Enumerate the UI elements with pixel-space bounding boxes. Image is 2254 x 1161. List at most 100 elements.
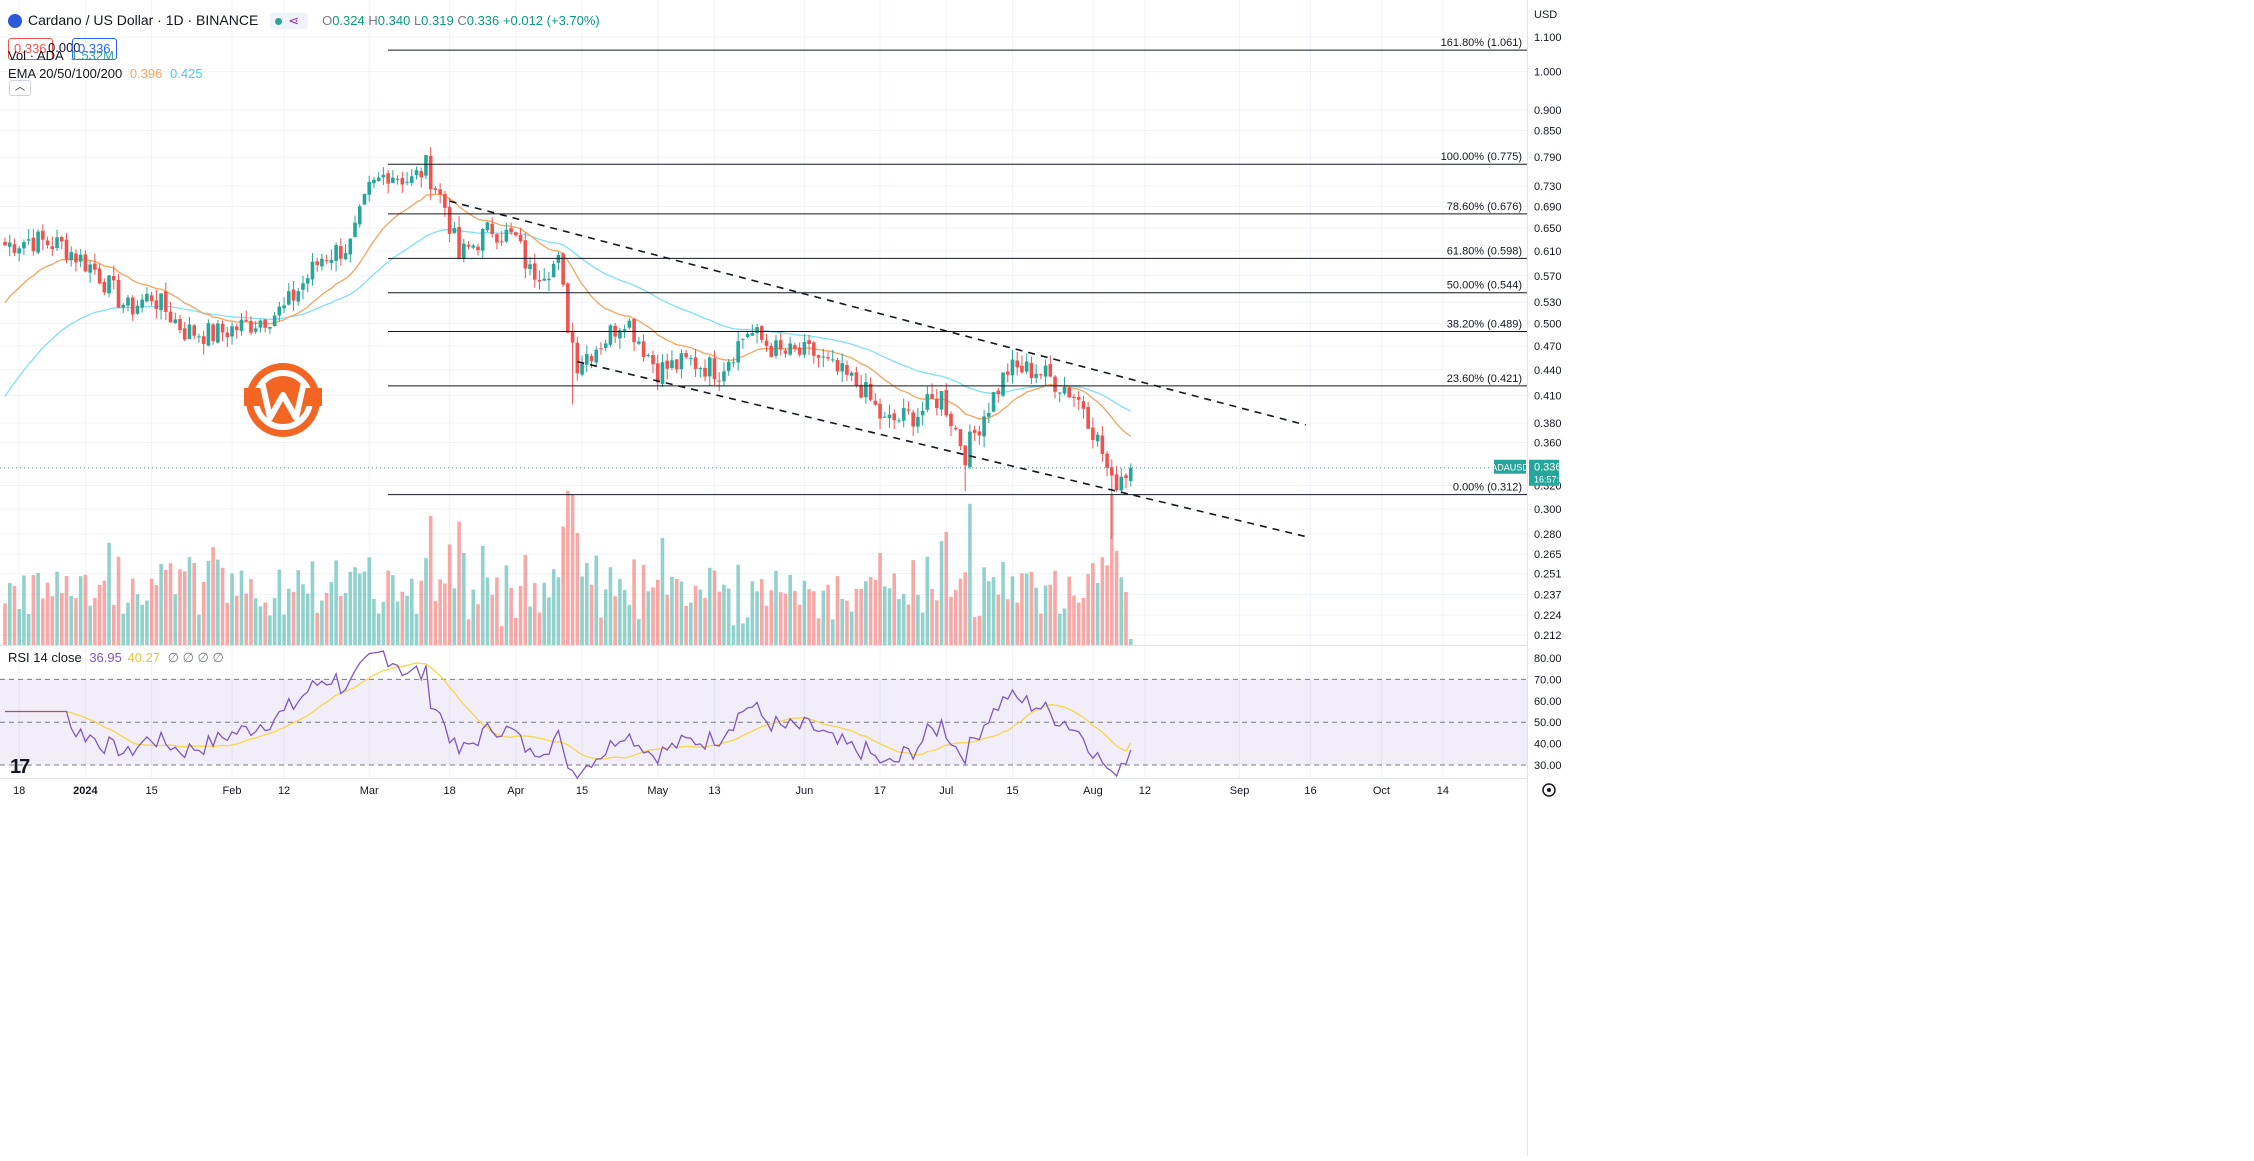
fib-level-label: 61.80% (0.598) [1447, 245, 1522, 257]
volume-bar [722, 584, 726, 645]
candle-body [1114, 474, 1119, 491]
rsi-ma-value: 40.27 [127, 650, 161, 665]
time-axis[interactable]: 18 2024 15 Feb 12 Mar 18 Apr 15 May 13 Jun 17 Jul 15 Au… [13, 785, 1449, 797]
candle-body [1015, 360, 1020, 368]
volume-bar [3, 603, 7, 645]
volume-bar [698, 589, 703, 645]
volume-bar [287, 588, 291, 645]
candle-body [821, 356, 826, 358]
lower-trendline[interactable] [577, 360, 1306, 538]
volume-bar [878, 552, 882, 645]
volume-bar [480, 545, 485, 645]
candle-body [173, 319, 178, 324]
buy-button[interactable]: 0.336 [72, 38, 117, 60]
volume-bar [906, 604, 911, 645]
candle-body [1076, 396, 1081, 400]
volume-bar [277, 569, 282, 645]
fib-level-label: 161.80% (1.061) [1441, 37, 1522, 49]
price-tick-label: 0.224 [1534, 610, 1562, 622]
volume-bar [670, 576, 674, 645]
fib-retracement[interactable]: 161.80% (1.061) 100.00% (0.775) 78.60% (0.… [388, 37, 1527, 496]
collapse-legend-button[interactable]: ︿ [9, 80, 31, 96]
ema-legend[interactable]: EMA 20/50/100/200 0.396 0.425 [8, 66, 203, 81]
volume-bar [1015, 602, 1020, 645]
candle-body [154, 300, 159, 309]
candle-body [249, 320, 253, 333]
upper-trendline[interactable] [449, 200, 1306, 426]
high-label: H [368, 13, 378, 28]
candle-body [750, 332, 755, 336]
volume-bar [1024, 573, 1029, 645]
candle-body [1081, 401, 1086, 409]
candle-body [357, 206, 362, 225]
volume-bar [594, 555, 599, 645]
volume-bar [769, 590, 774, 645]
volume-bar [802, 580, 807, 645]
volume-bar [1057, 613, 1062, 645]
volume-bar [447, 544, 452, 645]
volume-bar [239, 570, 244, 645]
candle-body [514, 232, 518, 236]
candle-body [982, 416, 986, 437]
date-tick-label: Sep [1230, 785, 1250, 797]
date-tick-label: 12 [278, 785, 290, 797]
candle-body [793, 345, 797, 350]
candle-body [362, 193, 367, 205]
candle-body [452, 227, 457, 234]
volume-bar [665, 594, 669, 645]
volume-bar [1091, 563, 1095, 645]
volume-bar [197, 614, 201, 645]
volume-legend[interactable]: Vol · ADA 1.532M [8, 48, 114, 63]
price-tick-label: 0.690 [1534, 201, 1562, 213]
volume-bar [925, 556, 930, 645]
volume-bar [1076, 602, 1081, 645]
volume-bar [641, 564, 646, 645]
volume-bar [428, 515, 433, 645]
rsi-legend[interactable]: RSI 14 close 36.95 40.27 ∅ ∅ ∅ ∅ [8, 650, 224, 666]
settings-gear-icon[interactable] [1542, 783, 1556, 797]
candle-body [703, 367, 707, 377]
candle-body [655, 363, 660, 383]
volume-bar [655, 579, 660, 645]
symbol-title[interactable]: Cardano / US Dollar · 1D · BINANCE [28, 12, 259, 28]
volume-bar [55, 571, 59, 645]
volume-value: 1.532M [70, 48, 114, 63]
volume-bar [135, 594, 140, 645]
candle-body [159, 293, 163, 311]
volume-bar [348, 571, 353, 645]
volume-bar [868, 577, 873, 645]
candle-body [17, 248, 21, 254]
logo-w [259, 381, 307, 421]
candle-body [234, 326, 239, 331]
candle-body [698, 367, 703, 369]
ema50-line [4, 229, 1131, 412]
candle-body [192, 325, 196, 336]
volume-bar [391, 575, 395, 645]
ema50-value: 0.425 [170, 66, 203, 81]
candle-body [1010, 359, 1015, 376]
candle-body [296, 291, 301, 302]
volume-bar [968, 503, 972, 645]
volume-bar [220, 567, 225, 645]
candle-body [537, 279, 542, 282]
candle-body [395, 178, 400, 180]
candle-body [641, 341, 646, 357]
volume-series [3, 490, 1133, 645]
volume-bar [168, 563, 173, 645]
volume-bar [1124, 592, 1128, 645]
candle-body [760, 326, 764, 340]
candle-body [74, 253, 78, 263]
candle-body [282, 305, 286, 309]
candle-body [826, 357, 830, 359]
fib-level-label: 50.00% (0.544) [1447, 280, 1522, 292]
tradingview-logo-icon[interactable]: 17 [10, 756, 30, 778]
volume-bar [693, 585, 698, 645]
price-axis[interactable]: USD 1.100 1.000 0.900 0.850 0.790 0.730 0.690 0.… [1528, 0, 2254, 1156]
candle-body [622, 329, 627, 331]
candle-body [116, 279, 121, 308]
sell-button[interactable]: 0.336 [8, 38, 53, 60]
candle-body [1105, 453, 1109, 468]
cardano-icon [8, 14, 22, 29]
